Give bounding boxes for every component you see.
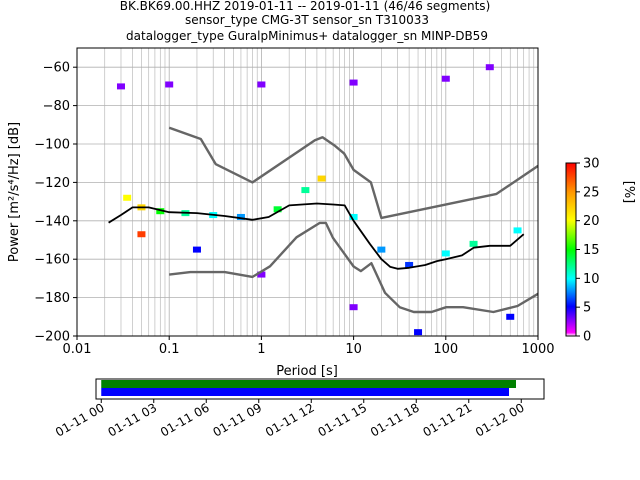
noise-model-lower-line: [169, 221, 538, 314]
y-tick-label: −200: [34, 330, 70, 345]
time-tick-label: 01-11 09: [211, 400, 265, 439]
x-tick-label: 10: [345, 342, 362, 357]
x-tick-label: 0.01: [63, 342, 92, 357]
availability-bar: [101, 388, 509, 396]
ppsd-cell: [405, 261, 414, 268]
x-tick-label: 1000: [521, 342, 554, 357]
ppsd-cell: [116, 83, 125, 90]
plot-frame: [76, 47, 539, 337]
ppsd-cell: [123, 194, 132, 201]
x-tick-label: 0.1: [159, 342, 180, 357]
time-tick-label: 01-11 15: [316, 400, 370, 439]
colorbar-tick-label: 25: [583, 185, 600, 200]
x-axis-label: Period [s]: [276, 364, 338, 379]
ppsd-cell: [301, 187, 310, 194]
title-line-3: datalogger_type GuralpMinimus+ datalogge…: [126, 29, 488, 43]
grid-lines: [76, 48, 538, 337]
y-tick-label: −100: [34, 138, 70, 153]
ppsd-cell: [317, 175, 326, 182]
time-tick-label: 01-11 21: [421, 400, 475, 439]
noise-model-upper-line: [168, 126, 538, 220]
colorbar-tick-label: 0: [583, 330, 591, 345]
colorbar-ticks: 0 5 10 15 20 25 30: [576, 157, 600, 345]
x-tick-label: 100: [433, 342, 458, 357]
ppsd-cell: [165, 81, 174, 88]
x-tick-label: 1: [257, 342, 265, 357]
colorbar-tick-label: 10: [583, 272, 600, 287]
time-tick-label: 01-11 03: [106, 400, 160, 439]
time-tick-label: 01-12 00: [473, 400, 527, 439]
ppsd-cell: [137, 231, 146, 238]
colorbar-tick-label: 15: [583, 243, 600, 258]
ppsd-cell: [349, 304, 358, 311]
colorbar-tick-label: 30: [583, 157, 600, 172]
y-axis-label: Power [m²/s⁴/Hz] [dB]: [7, 122, 22, 262]
y-tick-label: −140: [34, 214, 70, 229]
colorbar-gradient: [565, 162, 577, 337]
mode-line: [108, 202, 525, 270]
ppsd-cell: [414, 329, 423, 336]
ppsd-cell: [273, 206, 282, 213]
time-tick-label: 01-11 12: [263, 400, 317, 439]
ppsd-cell: [236, 213, 245, 220]
title-line-1: BK.BK69.00.HHZ 2019-01-11 -- 2019-01-11 …: [120, 0, 491, 13]
ppsd-cell: [469, 240, 478, 247]
ppsd-cell: [441, 250, 450, 257]
ppsd-cell: [485, 64, 494, 71]
title-line-2: sensor_type CMG-3T sensor_sn T310033: [185, 13, 429, 27]
ppsd-curves: [108, 126, 538, 314]
ppsd-cell: [257, 81, 266, 88]
ppsd-cell: [506, 313, 515, 320]
ppsd-cell: [349, 79, 358, 86]
ppsd-cell: [349, 213, 358, 220]
time-tick-label: 01-11 00: [53, 400, 107, 439]
availability-bars: [101, 380, 516, 396]
ppsd-cell: [441, 75, 450, 82]
colorbar: 0 5 10 15 20 25 30 [%]: [565, 157, 636, 345]
colorbar-tick-label: 5: [583, 301, 591, 316]
ppsd-cell: [513, 227, 522, 234]
y-tick-label: −60: [43, 61, 70, 76]
ppsd-cell: [377, 246, 386, 253]
ppsd-cell: [156, 208, 165, 215]
ppsd-heatmap: [116, 64, 522, 336]
colorbar-label: [%]: [621, 181, 636, 204]
time-tick-label: 01-11 06: [158, 400, 212, 439]
y-tick-label: −160: [34, 253, 70, 268]
availability-bar: [101, 380, 516, 388]
y-ticks: −200 −180 −160 −140 −120 −100 −80 −60: [34, 61, 77, 345]
ppsd-cell: [192, 246, 201, 253]
time-tick-label: 01-11 18: [368, 400, 422, 439]
y-tick-label: −120: [34, 176, 70, 191]
y-tick-label: −180: [34, 291, 70, 306]
ppsd-plot: 0.01 0.1 1 10 100 1000 −200 −180 −160 −140 −120 −1…: [7, 47, 555, 379]
colorbar-tick-label: 20: [583, 214, 600, 229]
y-tick-label: −80: [43, 99, 70, 114]
x-ticks: 0.01 0.1 1 10 100 1000: [63, 336, 555, 357]
ppsd-cell: [257, 271, 266, 278]
